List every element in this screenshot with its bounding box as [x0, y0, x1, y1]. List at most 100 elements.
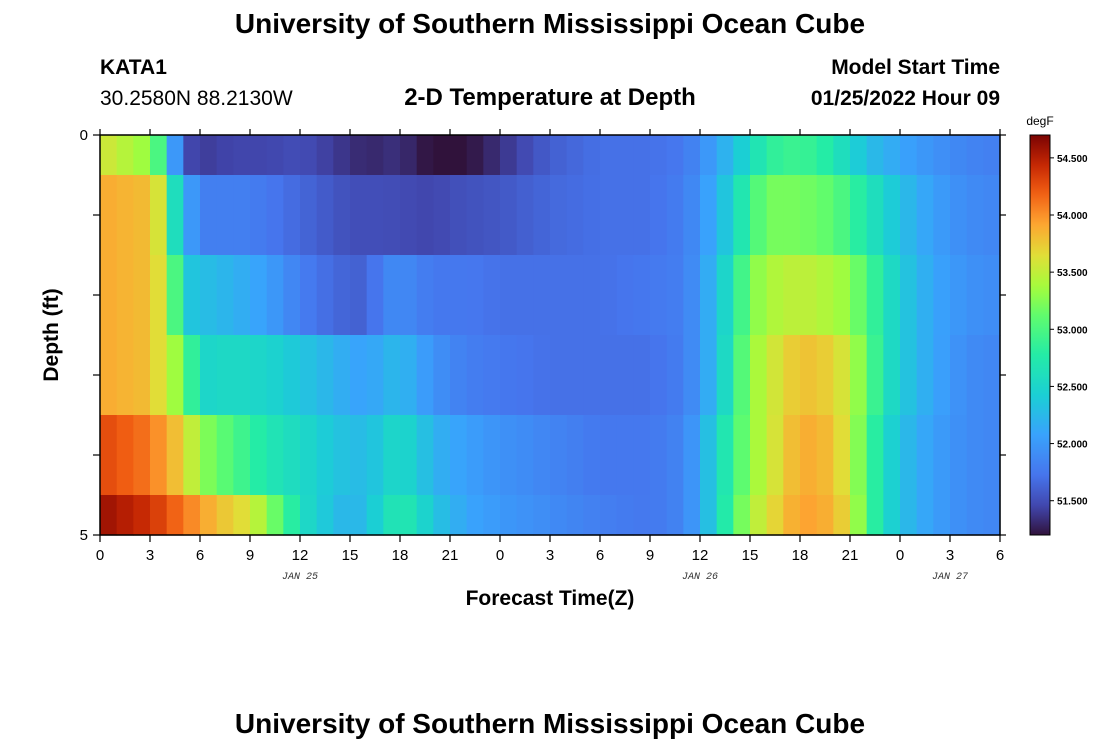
heatmap-cell: [200, 255, 218, 336]
heatmap-cell: [800, 255, 818, 336]
x-axis-title: Forecast Time(Z): [466, 587, 635, 610]
heatmap-cell: [500, 415, 518, 496]
heatmap-cell: [383, 495, 401, 536]
colorbar-tick-label: 54.500: [1057, 154, 1088, 165]
heatmap-cell: [600, 255, 618, 336]
heatmap-cell: [133, 255, 151, 336]
heatmap-cell: [466, 175, 484, 256]
heatmap-cell: [666, 495, 684, 536]
heatmap-cell: [750, 255, 768, 336]
heatmap-cell: [100, 415, 118, 496]
x-tick-label: 6: [196, 547, 204, 564]
heatmap-cell: [300, 415, 318, 496]
heatmap-cell: [700, 335, 718, 416]
heatmap-cell: [383, 255, 401, 336]
colorbar-tick-label: 54.000: [1057, 211, 1088, 222]
heatmap-cell: [650, 415, 668, 496]
heatmap-cell: [883, 335, 901, 416]
heatmap-cell: [533, 415, 551, 496]
heatmap-cell: [250, 135, 268, 176]
x-tick-label: 0: [896, 547, 904, 564]
heatmap-cell: [466, 335, 484, 416]
heatmap-cell: [366, 135, 384, 176]
heatmap-cell: [316, 335, 334, 416]
heatmap-cell: [800, 175, 818, 256]
heatmap-cell: [600, 135, 618, 176]
heatmap-cell: [183, 335, 201, 416]
heatmap-cell: [766, 135, 784, 176]
footer-title: University of Southern Mississippi Ocean…: [234, 708, 866, 739]
heatmap-cell: [916, 175, 934, 256]
heatmap-cell: [633, 415, 651, 496]
heatmap: [100, 135, 1001, 536]
heatmap-cell: [650, 495, 668, 536]
heatmap-cell: [750, 175, 768, 256]
heatmap-cell: [733, 495, 751, 536]
heatmap-cell: [133, 135, 151, 176]
colorbar-tick-label: 52.000: [1057, 440, 1088, 451]
heatmap-cell: [816, 135, 834, 176]
heatmap-cell: [400, 495, 418, 536]
heatmap-cell: [516, 135, 534, 176]
heatmap-cell: [233, 495, 251, 536]
heatmap-cell: [566, 175, 584, 256]
heatmap-cell: [916, 135, 934, 176]
heatmap-cell: [866, 255, 884, 336]
heatmap-cell: [133, 415, 151, 496]
heatmap-cell: [216, 135, 234, 176]
heatmap-cell: [166, 175, 184, 256]
heatmap-cell: [600, 415, 618, 496]
heatmap-cell: [633, 335, 651, 416]
heatmap-cell: [883, 495, 901, 536]
heatmap-cell: [216, 175, 234, 256]
heatmap-cell: [516, 175, 534, 256]
heatmap-cell: [683, 175, 701, 256]
heatmap-cell: [100, 255, 118, 336]
colorbar-unit: degF: [1026, 114, 1053, 128]
x-tick-label: 12: [292, 547, 309, 564]
heatmap-cell: [366, 175, 384, 256]
heatmap-cell: [500, 335, 518, 416]
heatmap-cell: [666, 335, 684, 416]
heatmap-cell: [900, 255, 918, 336]
heatmap-cell: [716, 335, 734, 416]
heatmap-cell: [150, 255, 168, 336]
heatmap-cell: [183, 495, 201, 536]
heatmap-cell: [316, 135, 334, 176]
heatmap-cell: [700, 255, 718, 336]
heatmap-cell: [750, 495, 768, 536]
heatmap-cell: [733, 135, 751, 176]
x-tick-label: 12: [692, 547, 709, 564]
heatmap-cell: [550, 415, 568, 496]
x-tick-label: 21: [442, 547, 459, 564]
heatmap-cell: [566, 335, 584, 416]
heatmap-cell: [283, 255, 301, 336]
heatmap-cell: [250, 175, 268, 256]
heatmap-cell: [316, 415, 334, 496]
heatmap-cell: [966, 255, 984, 336]
x-tick-label: 15: [742, 547, 759, 564]
heatmap-cell: [950, 135, 968, 176]
x-tick-label: 9: [646, 547, 654, 564]
heatmap-cell: [400, 135, 418, 176]
heatmap-cell: [116, 495, 134, 536]
heatmap-cell: [733, 175, 751, 256]
x-tick-label: 0: [96, 547, 104, 564]
heatmap-cell: [333, 175, 351, 256]
heatmap-cell: [250, 415, 268, 496]
y-axis-title: Depth (ft): [40, 288, 63, 381]
heatmap-cell: [500, 135, 518, 176]
heatmap-cell: [466, 255, 484, 336]
heatmap-cell: [166, 255, 184, 336]
x-tick-label: 6: [996, 547, 1004, 564]
heatmap-cell: [166, 135, 184, 176]
heatmap-cell: [116, 135, 134, 176]
heatmap-cell: [466, 415, 484, 496]
heatmap-cell: [583, 335, 601, 416]
heatmap-cell: [850, 175, 868, 256]
heatmap-cell: [633, 175, 651, 256]
heatmap-cell: [266, 255, 284, 336]
heatmap-cell: [616, 415, 634, 496]
heatmap-cell: [450, 175, 468, 256]
x-tick-label: 21: [842, 547, 859, 564]
